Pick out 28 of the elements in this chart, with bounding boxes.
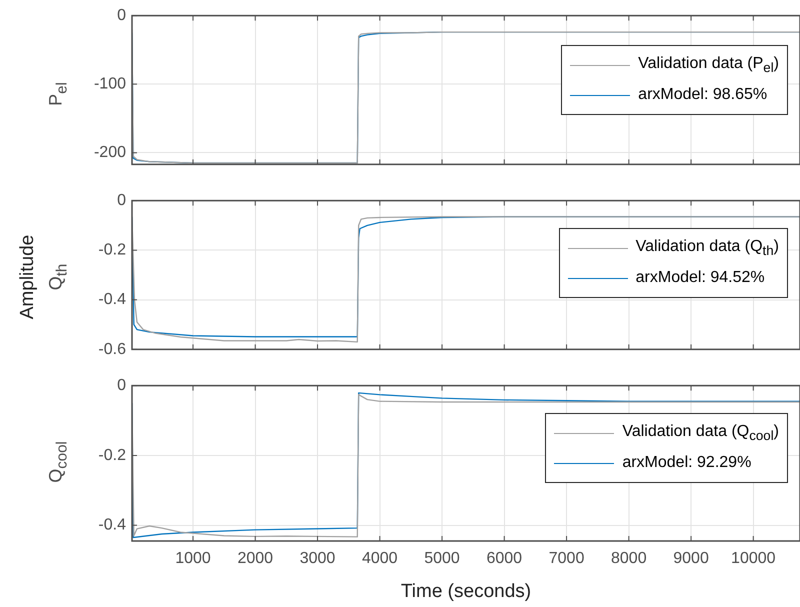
x-axis-title: Time (seconds) (400, 580, 532, 602)
legend-label: arxModel: 92.29% (622, 454, 752, 472)
y-tick-label: -0.6 (98, 340, 126, 358)
x-tick-label: 7000 (548, 550, 584, 568)
y-tick-label: 0 (117, 192, 126, 210)
x-tick-label: 6000 (486, 550, 522, 568)
y-tick-label: -200 (94, 144, 126, 162)
y-tick-label: 0 (117, 7, 126, 24)
x-tick-label: 4000 (362, 550, 398, 568)
legend-label: Validation data (Q$_{cool}$) (622, 422, 779, 444)
legend-label: arxModel: 98.65% (638, 86, 768, 104)
y-tick-label: -100 (94, 76, 126, 93)
x-tick-label: 3000 (300, 550, 336, 568)
x-tick-label: 8000 (611, 550, 647, 568)
x-tick-label: 1000 (175, 550, 211, 568)
y-tick-label: -0.2 (98, 446, 126, 464)
y-tick-label: -0.4 (98, 291, 126, 308)
x-tick-label: 5000 (424, 550, 460, 568)
y-tick-label: 0 (117, 377, 126, 394)
x-tick-label: 2000 (237, 550, 274, 568)
legend-label: Validation data (P$_{el}$) (638, 54, 779, 76)
legend-label: Validation data (Q$_{th}$) (636, 238, 779, 258)
legend-label: arxModel: 94.52% (636, 269, 765, 287)
y-tick-label: -0.4 (98, 516, 126, 534)
y-tick-label: -0.2 (98, 242, 126, 259)
x-tick-label: 10000 (731, 550, 776, 568)
x-tick-label: 9000 (673, 550, 709, 568)
text: Amplitude (17, 234, 39, 320)
